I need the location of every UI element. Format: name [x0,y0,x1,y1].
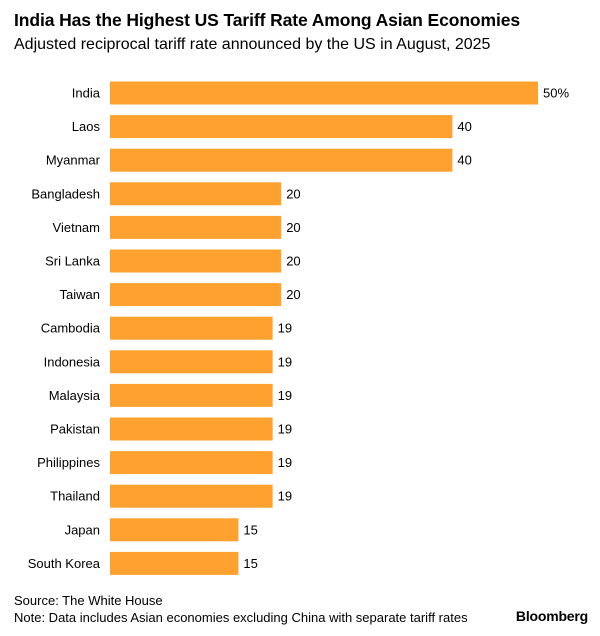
category-label: Vietnam [53,220,100,235]
data-label: 50% [543,86,569,101]
category-label: India [72,86,101,101]
category-label: Pakistan [50,422,100,437]
bar [110,283,282,307]
data-label: 20 [286,220,300,235]
bar [110,182,282,206]
bar [110,350,273,374]
bar-chart: India 50% Laos 40 Myanmar 40 Bangladesh 20 Vietn… [28,81,569,575]
data-label: 19 [278,455,292,470]
data-note: Note: Data includes Asian economies excl… [14,610,468,625]
bar [110,81,538,105]
category-label: South Korea [28,556,101,571]
bar [110,451,273,475]
chart-subtitle: Adjusted reciprocal tariff rate announce… [14,36,491,53]
bar [110,484,273,508]
footer: Source: The White House Note: Data inclu… [14,592,468,626]
data-label: 20 [286,287,300,302]
data-label: 19 [278,422,292,437]
data-label: 20 [286,186,300,201]
category-label: Laos [72,119,101,134]
category-label: Bangladesh [31,186,100,201]
data-label: 19 [278,489,292,504]
data-label: 15 [243,522,257,537]
category-label: Sri Lanka [45,254,101,269]
bar [110,316,273,340]
category-label: Taiwan [60,287,100,302]
bar [110,551,239,575]
source-note: Source: The White House [14,593,163,608]
category-label: Malaysia [49,388,101,403]
bar [110,215,282,239]
category-label: Indonesia [44,354,101,369]
data-label: 19 [278,354,292,369]
bar [110,383,273,407]
category-label: Japan [65,522,100,537]
category-label: Cambodia [41,321,101,336]
category-label: Thailand [50,489,100,504]
bar [110,518,239,542]
data-label: 40 [457,153,471,168]
data-label: 20 [286,254,300,269]
bar [110,249,282,273]
data-label: 19 [278,388,292,403]
data-label: 19 [278,321,292,336]
category-label: Myanmar [46,153,101,168]
data-label: 40 [457,119,471,134]
data-label: 15 [243,556,257,571]
bloomberg-logo: Bloomberg [515,608,588,624]
category-label: Philippines [37,455,100,470]
bar [110,115,453,139]
bar [110,417,273,441]
bar [110,148,453,172]
chart-title: India Has the Highest US Tariff Rate Amo… [14,10,520,30]
